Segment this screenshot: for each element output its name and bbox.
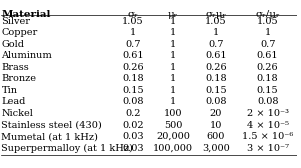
Text: 0.26: 0.26 xyxy=(122,63,144,72)
Text: Aluminum: Aluminum xyxy=(2,51,52,60)
Text: 1: 1 xyxy=(170,74,176,83)
Text: 0.18: 0.18 xyxy=(257,74,278,83)
Text: 0.26: 0.26 xyxy=(257,63,278,72)
Text: 1: 1 xyxy=(213,28,219,37)
Text: 500: 500 xyxy=(164,120,182,130)
Text: 0.7: 0.7 xyxy=(260,40,275,49)
Text: 3 × 10⁻⁷: 3 × 10⁻⁷ xyxy=(247,144,289,153)
Text: 1.5 × 10⁻⁶: 1.5 × 10⁻⁶ xyxy=(242,132,293,141)
Text: 0.15: 0.15 xyxy=(122,86,144,95)
Text: 600: 600 xyxy=(207,132,225,141)
Text: 10: 10 xyxy=(210,120,222,130)
Text: 1: 1 xyxy=(130,28,136,37)
Text: 0.7: 0.7 xyxy=(125,40,141,49)
Text: 0.18: 0.18 xyxy=(122,74,144,83)
Text: Brass: Brass xyxy=(2,63,29,72)
Text: Lead: Lead xyxy=(2,97,26,107)
Text: 0.15: 0.15 xyxy=(205,86,227,95)
Text: 3,000: 3,000 xyxy=(202,144,230,153)
Text: 0.61: 0.61 xyxy=(257,51,278,60)
Text: Bronze: Bronze xyxy=(2,74,36,83)
Text: 1: 1 xyxy=(170,63,176,72)
Text: 0.03: 0.03 xyxy=(122,132,144,141)
Text: Nickel: Nickel xyxy=(2,109,33,118)
Text: 100,000: 100,000 xyxy=(153,144,193,153)
Text: Tin: Tin xyxy=(2,86,17,95)
Text: 100: 100 xyxy=(164,109,182,118)
Text: 1: 1 xyxy=(170,97,176,107)
Text: 4 × 10⁻⁵: 4 × 10⁻⁵ xyxy=(247,120,289,130)
Text: 0.61: 0.61 xyxy=(205,51,227,60)
Text: 0.03: 0.03 xyxy=(122,144,144,153)
Text: 1: 1 xyxy=(265,28,271,37)
Text: 0.18: 0.18 xyxy=(205,74,227,83)
Text: 1: 1 xyxy=(170,28,176,37)
Text: 0.08: 0.08 xyxy=(257,97,278,107)
Text: 0.02: 0.02 xyxy=(122,120,144,130)
Text: 0.08: 0.08 xyxy=(122,97,144,107)
Text: 1: 1 xyxy=(170,51,176,60)
Text: Mumetal (at 1 kHz): Mumetal (at 1 kHz) xyxy=(2,132,98,141)
Text: 20: 20 xyxy=(210,109,222,118)
Text: 0.26: 0.26 xyxy=(205,63,227,72)
Text: 1.05: 1.05 xyxy=(122,17,144,26)
Text: σᵣμᵣ: σᵣμᵣ xyxy=(205,10,226,19)
Text: 1.05: 1.05 xyxy=(257,17,278,26)
Text: 1.05: 1.05 xyxy=(205,17,227,26)
Text: 0.08: 0.08 xyxy=(205,97,227,107)
Text: 1: 1 xyxy=(170,86,176,95)
Text: Material: Material xyxy=(2,10,51,19)
Text: Gold: Gold xyxy=(2,40,24,49)
Text: Copper: Copper xyxy=(2,28,38,37)
Text: Superpermalloy (at 1 kHz): Superpermalloy (at 1 kHz) xyxy=(2,144,133,153)
Text: 0.15: 0.15 xyxy=(257,86,278,95)
Text: σᵣ/μᵣ: σᵣ/μᵣ xyxy=(255,10,280,19)
Text: Silver: Silver xyxy=(2,17,30,26)
Text: 1: 1 xyxy=(170,17,176,26)
Text: 0.61: 0.61 xyxy=(122,51,144,60)
Text: 1: 1 xyxy=(170,40,176,49)
Text: μᵣ: μᵣ xyxy=(168,10,178,19)
Text: Stainless steel (430): Stainless steel (430) xyxy=(2,120,102,130)
Text: σᵣ: σᵣ xyxy=(128,10,138,19)
Text: 0.7: 0.7 xyxy=(208,40,224,49)
Text: 20,000: 20,000 xyxy=(156,132,190,141)
Text: 2 × 10⁻³: 2 × 10⁻³ xyxy=(247,109,289,118)
Text: 0.2: 0.2 xyxy=(125,109,141,118)
